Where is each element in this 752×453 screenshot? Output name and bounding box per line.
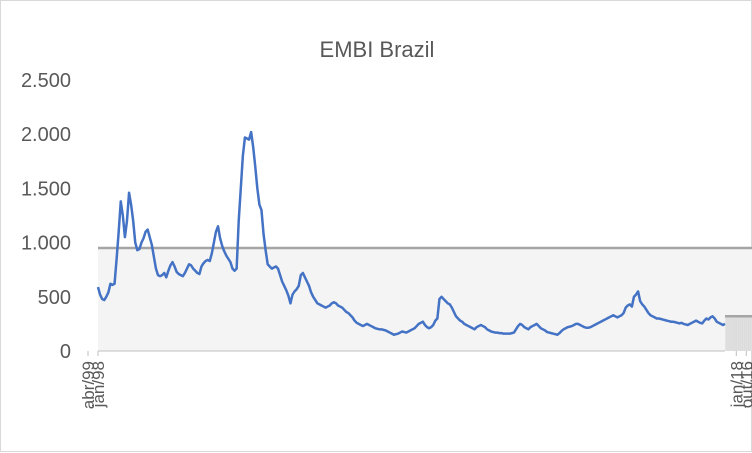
regime-area [98, 248, 752, 351]
spread-line-layer [96, 130, 726, 336]
regime-line-layer [98, 246, 752, 318]
x-tick-label: jan/18 [727, 361, 746, 408]
x-axis: jan/98abr/99jul/00out/01jan/03abr/04jul/… [79, 350, 752, 409]
x-tick-label: jul/15 [747, 361, 752, 403]
embi-line [96, 130, 726, 336]
y-tick-label: 0 [60, 341, 71, 363]
regime-fill-layer [98, 248, 752, 351]
y-tick-label: 2.500 [21, 70, 71, 92]
chart-title: EMBI Brazil [320, 37, 435, 62]
x-tick-label: jan/98 [89, 361, 108, 408]
y-tick-label: 1.500 [21, 178, 71, 200]
x-tick-label: out/16 [737, 361, 752, 408]
regime-line [98, 246, 752, 318]
x-tick-label: abr/99 [79, 361, 98, 409]
y-tick-labels: 0 500 1.000 1.500 2.000 2.500 [21, 70, 71, 363]
y-tick-label: 2.000 [21, 124, 71, 146]
y-tick-label: 500 [38, 287, 71, 309]
y-tick-label: 1.000 [21, 233, 71, 255]
